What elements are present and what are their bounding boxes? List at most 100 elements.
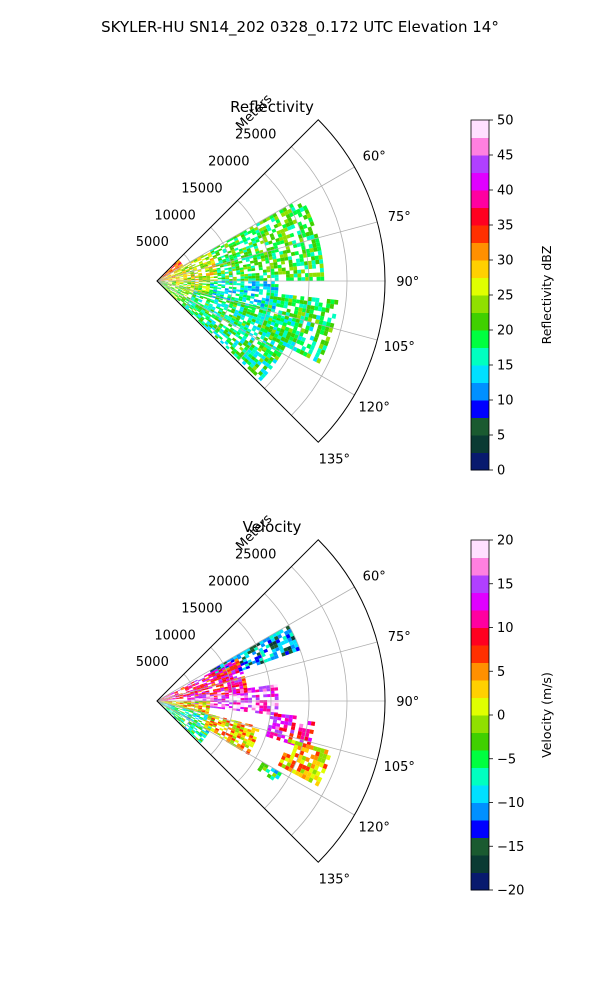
echo-cell	[216, 732, 222, 737]
echo-cell	[196, 722, 201, 725]
echo-cell	[236, 272, 241, 275]
echo-cell	[174, 707, 179, 710]
echo-cell	[221, 703, 226, 706]
echo-cell	[298, 723, 304, 729]
echo-cell	[284, 315, 290, 320]
echo-cell	[313, 336, 319, 343]
echo-cell	[275, 723, 281, 728]
echo-cell	[229, 732, 234, 736]
echo-cell	[204, 723, 209, 726]
echo-cell	[280, 755, 286, 761]
echo-cell	[188, 721, 193, 725]
echo-layer	[157, 625, 331, 787]
echo-cell	[163, 275, 168, 278]
echo-cell	[272, 336, 278, 342]
echo-cell	[189, 726, 193, 731]
echo-cell	[232, 304, 237, 308]
azimuth-spoke	[156, 166, 355, 282]
echo-cell	[210, 300, 215, 304]
echo-cell	[324, 326, 330, 332]
echo-cell	[305, 277, 309, 281]
echo-cell	[300, 261, 305, 266]
echo-cell	[310, 305, 315, 311]
echo-cell	[266, 773, 272, 779]
echo-cell	[167, 705, 171, 708]
echo-cell	[240, 744, 245, 749]
echo-cell	[209, 286, 214, 289]
echo-cell	[248, 697, 252, 701]
echo-cell	[247, 308, 252, 313]
echo-cell	[282, 341, 288, 347]
echo-cell	[304, 747, 310, 753]
echo-cell	[298, 307, 303, 312]
echo-cell	[185, 290, 190, 293]
echo-cell	[232, 268, 237, 272]
echo-cell	[168, 277, 172, 279]
echo-cell	[190, 286, 195, 288]
echo-cell	[297, 772, 304, 778]
echo-cell	[203, 263, 208, 266]
echo-cell	[199, 263, 204, 266]
echo-cell	[218, 680, 223, 684]
echo-cell	[229, 279, 233, 281]
echo-cell	[310, 763, 316, 770]
echo-cell	[208, 329, 214, 334]
echo-cell	[190, 694, 195, 696]
echo-cell	[314, 255, 320, 261]
echo-cell	[239, 660, 244, 664]
echo-cell	[193, 292, 197, 295]
echo-cell	[263, 370, 269, 376]
echo-cell	[293, 273, 298, 278]
echo-cell	[210, 260, 215, 264]
echo-cell	[274, 687, 279, 691]
echo-cell	[268, 317, 273, 322]
colorbar-segment	[471, 452, 489, 471]
echo-cell	[195, 295, 200, 298]
echo-cell	[172, 702, 176, 704]
colorbar-tick-label: −5	[497, 752, 516, 767]
echo-cell	[177, 297, 181, 301]
echo-cell	[205, 288, 210, 291]
echo-cell	[236, 743, 242, 748]
echo-cell	[255, 728, 260, 733]
echo-cell	[160, 701, 165, 703]
echo-cell	[240, 285, 245, 288]
echo-cell	[274, 287, 279, 291]
echo-cell	[196, 264, 200, 268]
echo-cell	[208, 292, 213, 295]
colorbar-tick-label: 20	[497, 324, 514, 339]
echo-cell	[222, 258, 227, 262]
echo-cell	[316, 328, 321, 334]
echo-cell	[235, 265, 240, 269]
echo-cell	[300, 336, 306, 343]
echo-cell	[301, 728, 307, 733]
reflectivity-panel: Reflectivity60°75°90°105°120°135°5000100…	[136, 91, 554, 478]
echo-cell	[198, 276, 203, 278]
echo-cell	[186, 296, 191, 300]
echo-cell	[304, 756, 311, 763]
echo-cell	[251, 281, 256, 284]
echo-cell	[249, 743, 254, 748]
echo-cell	[175, 277, 180, 279]
echo-cell	[216, 253, 221, 257]
echo-cell	[248, 241, 253, 246]
echo-cell	[272, 255, 277, 260]
echo-cell	[182, 273, 187, 276]
echo-cell	[286, 225, 292, 231]
echo-cell	[283, 238, 289, 244]
echo-cell	[179, 274, 184, 277]
echo-cell	[242, 246, 247, 251]
echo-cell	[188, 685, 193, 689]
colorbar-tick-label: 10	[497, 394, 514, 409]
echo-cell	[239, 728, 244, 733]
echo-cell	[273, 333, 279, 339]
echo-cell	[180, 299, 185, 303]
echo-cell	[212, 723, 218, 727]
echo-cell	[280, 260, 286, 265]
echo-cell	[223, 264, 228, 267]
echo-cell	[225, 257, 230, 261]
echo-cell	[208, 254, 213, 258]
echo-cell	[196, 292, 201, 295]
echo-cell	[272, 242, 278, 247]
echo-cell	[238, 730, 243, 735]
